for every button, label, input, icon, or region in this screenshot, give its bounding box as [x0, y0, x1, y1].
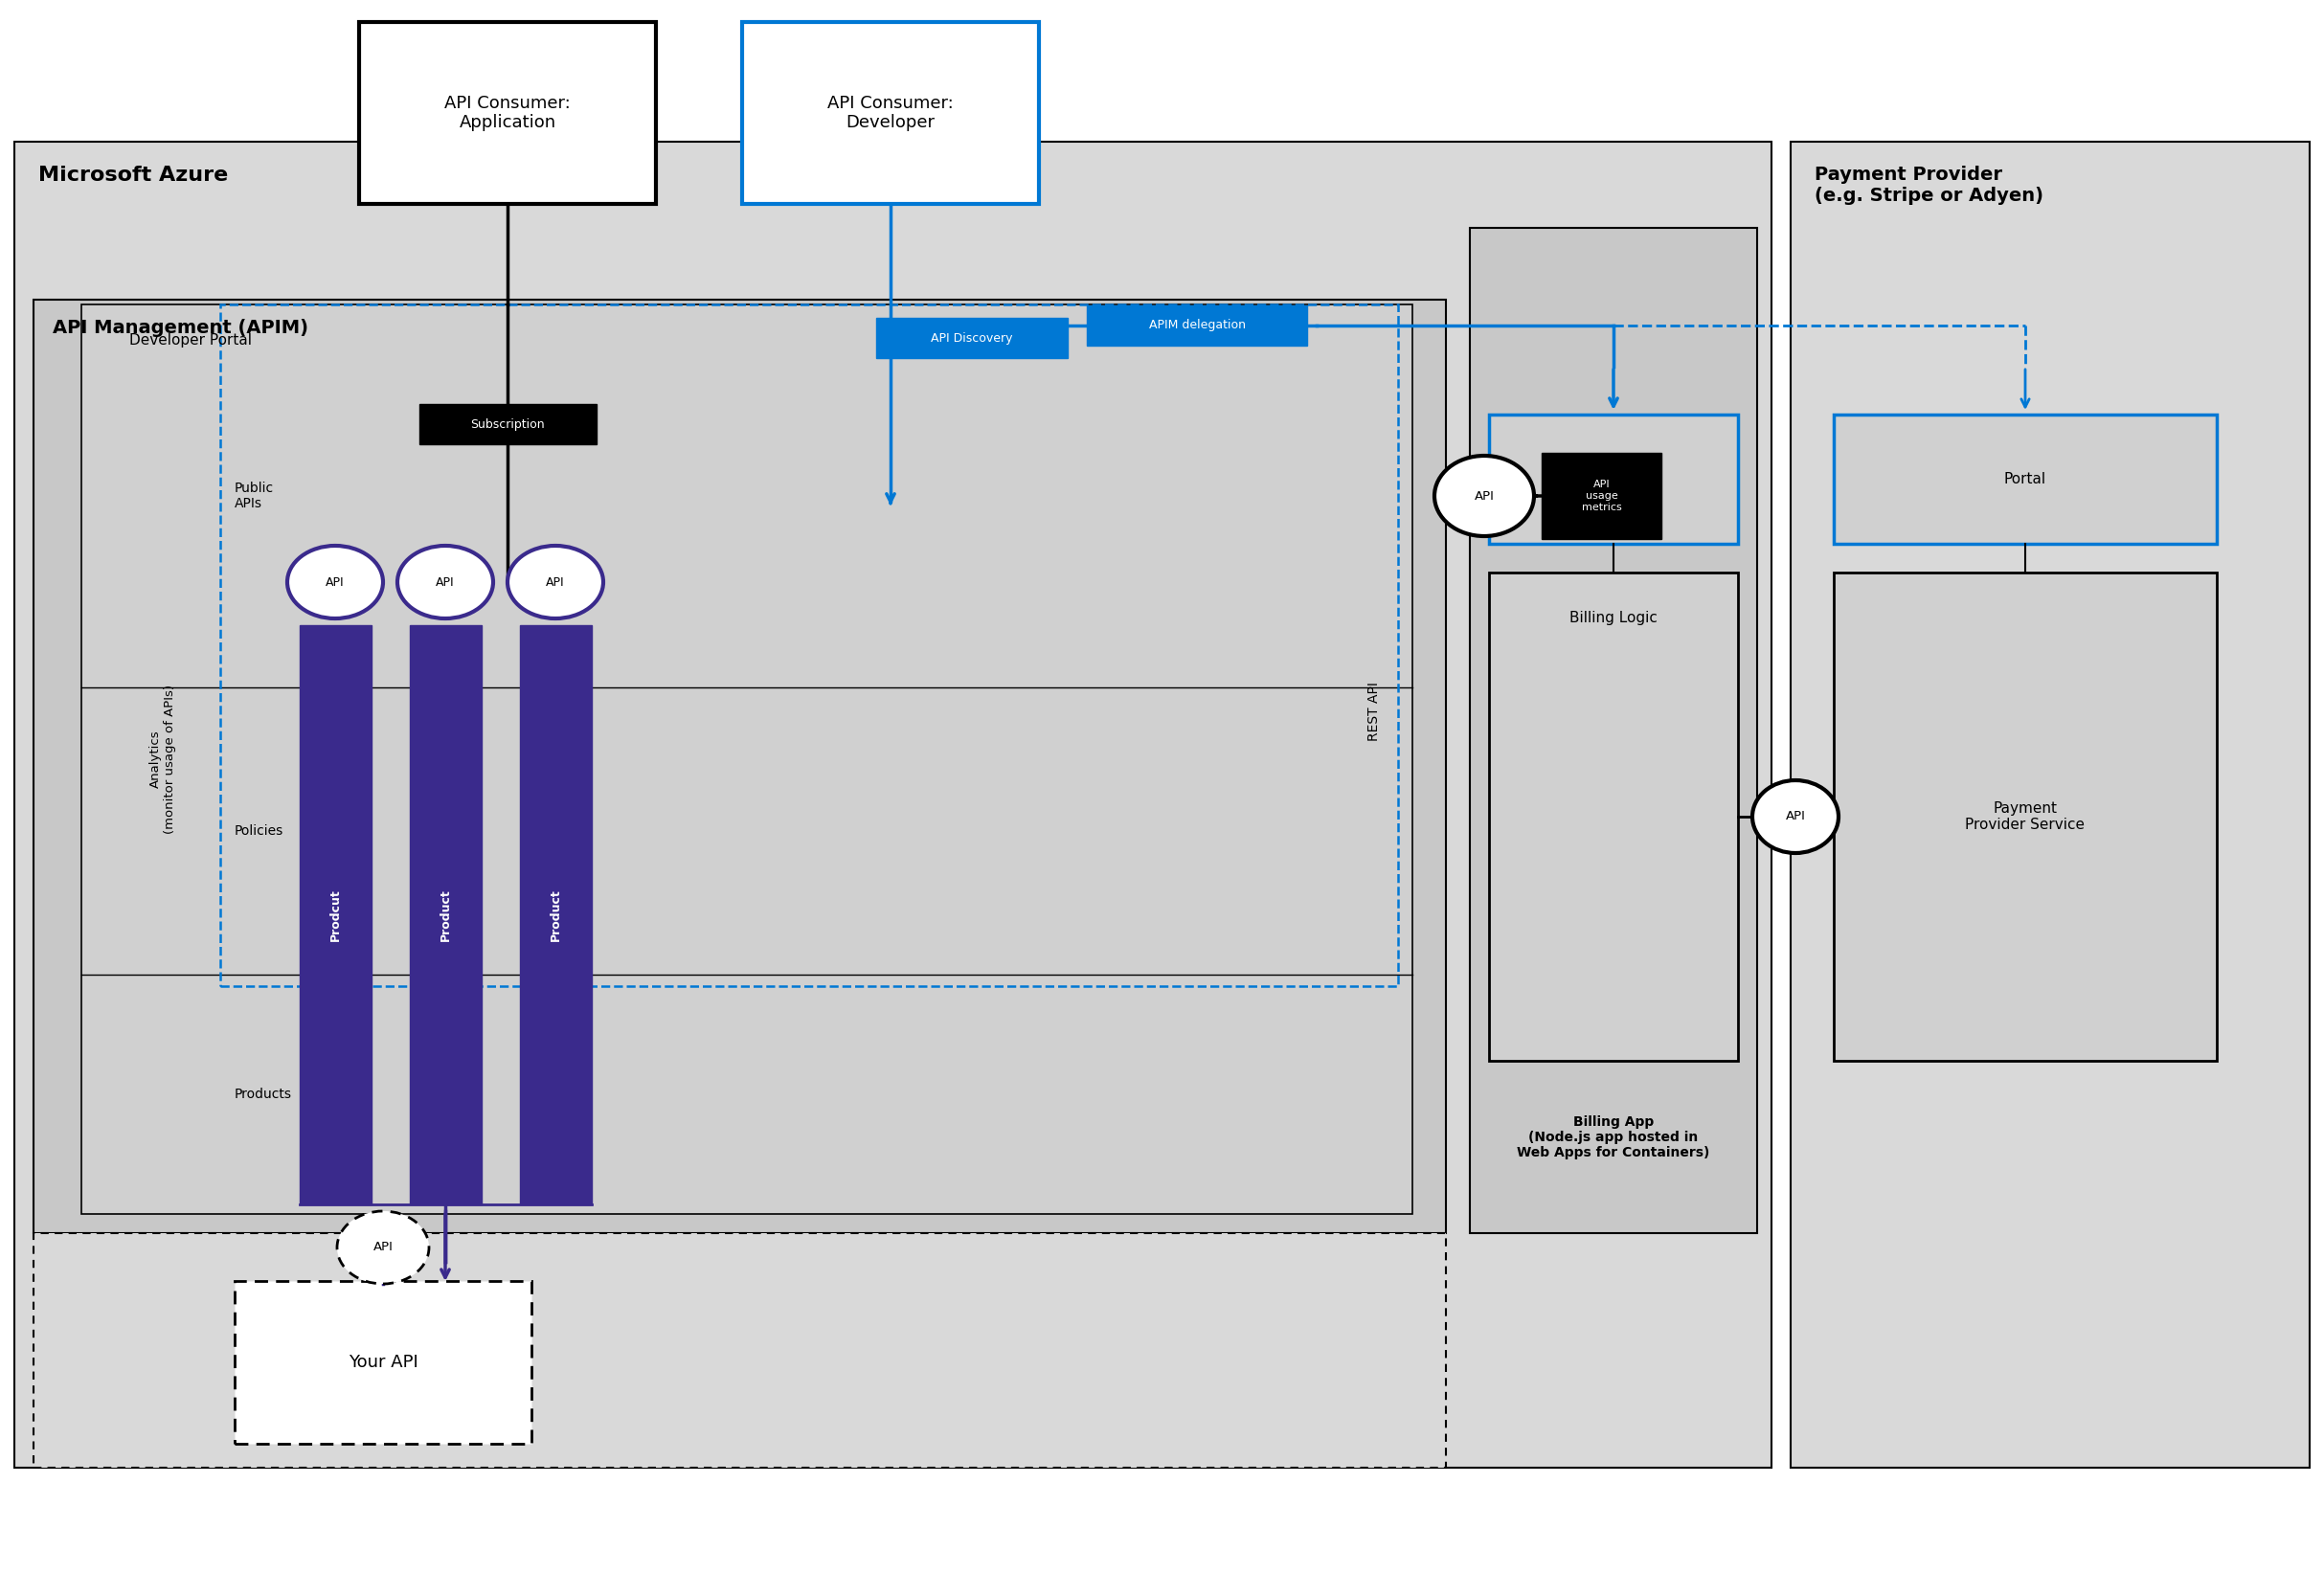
- Text: API: API: [374, 1241, 393, 1254]
- Text: Policies: Policies: [235, 824, 284, 838]
- Text: Payment Provider
(e.g. Stripe or Adyen): Payment Provider (e.g. Stripe or Adyen): [1815, 165, 2043, 204]
- Bar: [14, 142, 1771, 1468]
- Bar: [300, 624, 372, 1205]
- Text: Subscription: Subscription: [469, 418, 544, 431]
- Text: API: API: [437, 576, 456, 588]
- Text: API Management (APIM): API Management (APIM): [53, 319, 309, 337]
- Bar: [360, 22, 655, 204]
- Bar: [221, 305, 1399, 986]
- Text: Product: Product: [548, 889, 562, 941]
- Text: API: API: [1473, 489, 1494, 502]
- Bar: [418, 404, 595, 444]
- Text: Product: Product: [439, 889, 451, 941]
- Bar: [1834, 573, 2217, 1060]
- Text: Payment
Provider Service: Payment Provider Service: [1966, 801, 2085, 832]
- Bar: [876, 318, 1067, 359]
- Ellipse shape: [397, 546, 493, 618]
- Bar: [741, 22, 1039, 204]
- Bar: [1789, 142, 2310, 1468]
- Text: Analytics
(monitor usage of APIs): Analytics (monitor usage of APIs): [149, 684, 177, 834]
- Bar: [1490, 573, 1738, 1060]
- Ellipse shape: [288, 546, 383, 618]
- Bar: [1490, 415, 1738, 544]
- Bar: [1469, 228, 1757, 1233]
- Text: Billing App
(Node.js app hosted in
Web Apps for Containers): Billing App (Node.js app hosted in Web A…: [1518, 1115, 1710, 1159]
- Text: Prodcut: Prodcut: [330, 889, 342, 941]
- Bar: [1834, 415, 2217, 544]
- Bar: [33, 1233, 1446, 1468]
- Ellipse shape: [507, 546, 604, 618]
- Bar: [81, 305, 1413, 1214]
- Text: Products: Products: [235, 1087, 293, 1101]
- Bar: [1088, 305, 1306, 346]
- Bar: [235, 1280, 532, 1444]
- Bar: [33, 300, 1446, 1233]
- Text: API: API: [1785, 810, 1806, 823]
- Ellipse shape: [1434, 456, 1534, 536]
- Bar: [521, 624, 590, 1205]
- Text: Billing Setup: Billing Setup: [1566, 472, 1659, 486]
- Text: APIM delegation: APIM delegation: [1148, 319, 1246, 332]
- Bar: [1541, 453, 1662, 540]
- Text: API: API: [546, 576, 565, 588]
- Bar: [409, 624, 481, 1205]
- Text: Microsoft Azure: Microsoft Azure: [37, 165, 228, 184]
- Text: Portal: Portal: [2003, 472, 2047, 486]
- Text: API Consumer:
Developer: API Consumer: Developer: [827, 94, 953, 132]
- Text: Your API: Your API: [349, 1354, 418, 1372]
- Text: Developer Portal: Developer Portal: [130, 333, 251, 348]
- Text: Billing Logic: Billing Logic: [1569, 610, 1657, 624]
- Ellipse shape: [1752, 780, 1838, 853]
- Text: API Discovery: API Discovery: [932, 332, 1013, 344]
- Text: REST API: REST API: [1367, 681, 1380, 741]
- Text: API: API: [325, 576, 344, 588]
- Ellipse shape: [337, 1211, 430, 1284]
- Text: API
usage
metrics: API usage metrics: [1583, 480, 1622, 511]
- Text: API Consumer:
Application: API Consumer: Application: [444, 94, 572, 132]
- Text: Public
APIs: Public APIs: [235, 481, 274, 510]
